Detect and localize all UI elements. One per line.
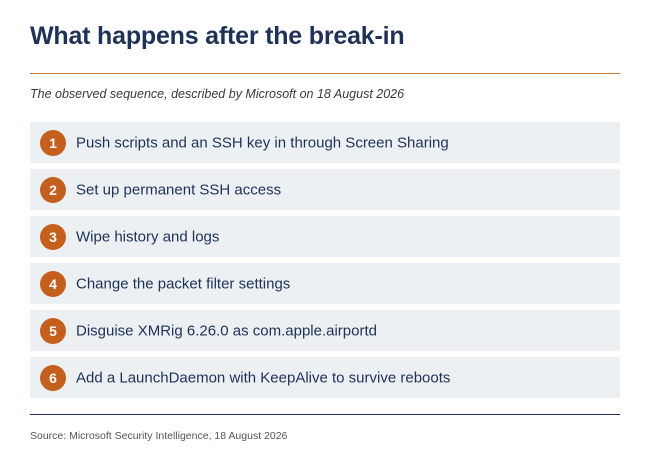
- footer-divider: [30, 414, 620, 415]
- step-number-badge: 4: [40, 270, 66, 297]
- steps-list: 1 Push scripts and an SSH key in through…: [30, 122, 620, 404]
- step-label: Push scripts and an SSH key in through S…: [76, 134, 449, 151]
- step-label: Add a LaunchDaemon with KeepAlive to sur…: [76, 369, 451, 386]
- step-number-badge: 5: [40, 317, 66, 344]
- step-number-badge: 2: [40, 176, 66, 203]
- step-number-badge: 6: [40, 364, 66, 391]
- page-subtitle: The observed sequence, described by Micr…: [30, 87, 405, 101]
- title-divider: [30, 73, 620, 74]
- step-item-5: 5 Disguise XMRig 6.26.0 as com.apple.air…: [30, 310, 620, 351]
- step-label: Wipe history and logs: [76, 228, 220, 245]
- step-number-badge: 1: [40, 129, 66, 156]
- step-label: Disguise XMRig 6.26.0 as com.apple.airpo…: [76, 322, 377, 339]
- step-item-2: 2 Set up permanent SSH access: [30, 169, 620, 210]
- step-number-badge: 3: [40, 223, 66, 250]
- step-label: Change the packet filter settings: [76, 275, 291, 292]
- step-item-6: 6 Add a LaunchDaemon with KeepAlive to s…: [30, 357, 620, 398]
- step-item-4: 4 Change the packet filter settings: [30, 263, 620, 304]
- source-note: Source: Microsoft Security Intelligence,…: [30, 430, 288, 442]
- step-item-1: 1 Push scripts and an SSH key in through…: [30, 122, 620, 163]
- page-title: What happens after the break-in: [30, 22, 405, 50]
- step-label: Set up permanent SSH access: [76, 181, 282, 198]
- step-item-3: 3 Wipe history and logs: [30, 216, 620, 257]
